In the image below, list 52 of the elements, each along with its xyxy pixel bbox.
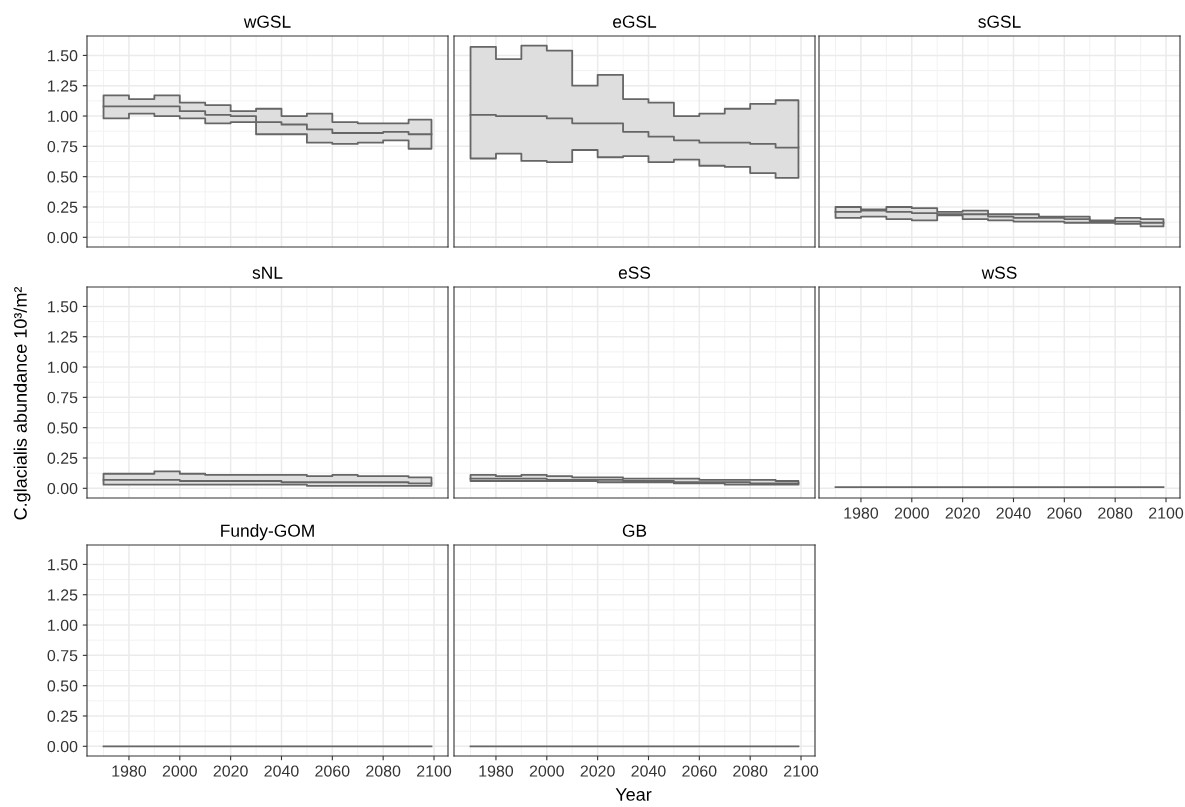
y-axis-title: C.glacialis abundance 10³/m² bbox=[13, 286, 31, 520]
chart-title: eGSL bbox=[613, 15, 657, 28]
y-tick-label: 1.25 bbox=[48, 331, 78, 343]
x-tick-label: 2000 bbox=[162, 765, 197, 777]
chart-title: wSS bbox=[981, 266, 1017, 279]
chart-title: eSS bbox=[618, 266, 651, 279]
y-tick-label: 0.50 bbox=[47, 422, 78, 434]
chart-title: GB bbox=[622, 524, 647, 537]
chart-title: wGSL bbox=[243, 15, 291, 28]
x-tick-label: 2000 bbox=[894, 507, 929, 519]
y-tick-label: 0.25 bbox=[47, 710, 78, 722]
y-tick-label: 0.00 bbox=[47, 482, 78, 495]
y-tick-label: 1.00 bbox=[48, 619, 78, 631]
y-tick-label: 0.25 bbox=[47, 452, 78, 464]
y-tick-label: 0.50 bbox=[47, 680, 78, 692]
y-tick-label: 1.50 bbox=[48, 559, 78, 571]
x-tick-label: 2100 bbox=[417, 765, 452, 777]
x-tick-label: 2080 bbox=[733, 765, 768, 777]
y-tick-label: 0.75 bbox=[47, 140, 78, 153]
y-tick-label: 1.00 bbox=[48, 361, 78, 373]
chart-title: sGSL bbox=[978, 15, 1021, 28]
x-tick-label: 1980 bbox=[112, 765, 147, 777]
x-tick-label: 1980 bbox=[479, 765, 514, 777]
y-tick-label: 1.00 bbox=[48, 110, 78, 122]
x-axis-title: Year bbox=[615, 788, 652, 801]
x-tick-label: 2020 bbox=[945, 507, 980, 519]
x-tick-label: 2040 bbox=[264, 765, 299, 777]
y-tick-label: 1.50 bbox=[48, 50, 78, 62]
x-tick-label: 2020 bbox=[213, 765, 248, 777]
x-tick-label: 2060 bbox=[315, 765, 350, 777]
x-tick-label: 2100 bbox=[1149, 507, 1184, 519]
x-tick-label: 2060 bbox=[682, 765, 717, 777]
chart-title: sNL bbox=[252, 266, 283, 279]
x-tick-label: 2080 bbox=[1098, 507, 1133, 519]
y-tick-label: 0.00 bbox=[47, 740, 78, 753]
x-tick-label: 2020 bbox=[580, 765, 615, 777]
y-tick-label: 1.25 bbox=[48, 80, 78, 92]
x-tick-label: 2000 bbox=[529, 765, 564, 777]
x-tick-label: 2100 bbox=[784, 765, 819, 777]
y-tick-label: 0.50 bbox=[47, 171, 78, 183]
x-tick-label: 2060 bbox=[1047, 507, 1082, 519]
y-tick-label: 1.25 bbox=[48, 589, 78, 601]
x-tick-label: 1980 bbox=[844, 507, 879, 519]
x-tick-label: 2080 bbox=[366, 765, 401, 777]
y-tick-label: 0.75 bbox=[47, 649, 78, 662]
y-tick-label: 0.25 bbox=[47, 201, 78, 213]
y-tick-label: 1.50 bbox=[48, 301, 78, 313]
y-tick-label: 0.75 bbox=[47, 391, 78, 404]
chart-title: Fundy-GOM bbox=[221, 524, 314, 541]
x-tick-label: 2040 bbox=[996, 507, 1031, 519]
x-tick-label: 2040 bbox=[631, 765, 666, 777]
y-tick-label: 0.00 bbox=[47, 231, 78, 244]
